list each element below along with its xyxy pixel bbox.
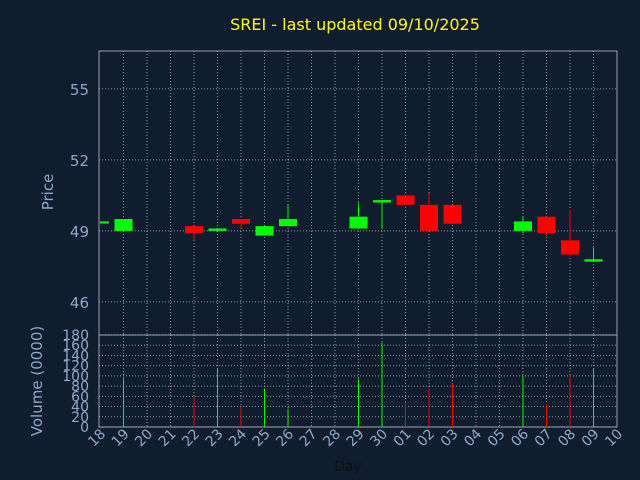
candle-body <box>349 216 368 229</box>
volume-tick-label: 40 <box>71 400 89 416</box>
x-tick-label: 04 <box>461 426 485 450</box>
x-tick-label: 22 <box>179 426 203 450</box>
candles <box>100 193 603 262</box>
x-tick-label: 27 <box>297 426 321 450</box>
candle-body <box>420 204 438 231</box>
x-tick-label: 28 <box>320 426 344 450</box>
volume-tick-label: 120 <box>62 359 89 375</box>
x-axis-label: Day <box>334 459 362 475</box>
price-tick-label: 49 <box>70 223 89 241</box>
x-tick-label: 19 <box>109 426 133 450</box>
candle-body <box>396 195 415 205</box>
volume-bars <box>123 342 594 427</box>
x-tick-label: 07 <box>532 426 556 450</box>
price-axis: 55 52 49 46 <box>70 81 89 312</box>
price-tick-label: 52 <box>70 152 89 170</box>
volume-tick-label: 80 <box>71 379 89 395</box>
volume-tick-label: 60 <box>71 389 89 405</box>
x-tick-label: 29 <box>344 426 368 450</box>
x-tick-label: 26 <box>273 426 297 450</box>
x-tick-label: 24 <box>226 426 250 450</box>
candle-body <box>185 226 203 234</box>
x-tick-label: 23 <box>203 426 227 450</box>
candle-body <box>443 204 462 224</box>
volume-tick-label: 0 <box>80 420 89 436</box>
candle-body <box>279 219 297 227</box>
x-tick-label: 05 <box>485 426 509 450</box>
x-axis: 18 19 20 21 22 23 24 25 26 27 28 29 30 01 02 03 04 05 06 07… <box>85 426 626 450</box>
candle-body <box>373 200 391 203</box>
volume-tick-label: 140 <box>62 348 89 364</box>
x-tick-label: 06 <box>508 426 532 450</box>
candle-body <box>114 219 133 231</box>
x-tick-label: 25 <box>250 426 274 450</box>
candle-body <box>232 219 250 224</box>
x-tick-label: 02 <box>414 426 438 450</box>
price-tick-label: 55 <box>70 81 89 99</box>
candle-body <box>561 240 579 255</box>
x-tick-label: 03 <box>438 426 462 450</box>
volume-axis-label: Volume (0000) <box>28 326 46 436</box>
candle-body <box>584 259 603 262</box>
price-tick-label: 46 <box>70 294 89 312</box>
x-tick-label: 21 <box>156 426 180 450</box>
candle-body <box>208 228 227 231</box>
volume-tick-label: 20 <box>71 410 89 426</box>
volume-tick-label: 180 <box>62 328 89 344</box>
candle-body <box>514 221 532 231</box>
volume-tick-label: 160 <box>62 338 89 354</box>
chart-title: SREI - last updated 09/10/2025 <box>230 15 480 34</box>
candle-body <box>537 216 556 234</box>
x-tick-label: 09 <box>579 426 603 450</box>
candle-body <box>255 226 274 236</box>
volume-tick-label: 100 <box>62 369 89 385</box>
price-axis-label: Price <box>39 174 57 211</box>
grid <box>99 51 617 428</box>
x-tick-label: 30 <box>367 426 391 450</box>
x-tick-label: 20 <box>132 426 156 450</box>
x-tick-label: 10 <box>602 426 626 450</box>
candle-body <box>100 221 109 224</box>
x-tick-label: 08 <box>555 426 579 450</box>
x-tick-label: 01 <box>391 426 415 450</box>
